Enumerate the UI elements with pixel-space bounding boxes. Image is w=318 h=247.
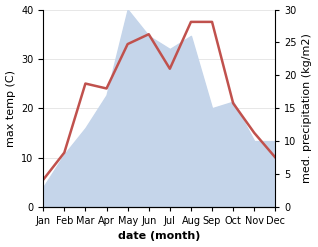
Y-axis label: max temp (C): max temp (C) [5,70,16,147]
X-axis label: date (month): date (month) [118,231,200,242]
Y-axis label: med. precipitation (kg/m2): med. precipitation (kg/m2) [302,33,313,183]
